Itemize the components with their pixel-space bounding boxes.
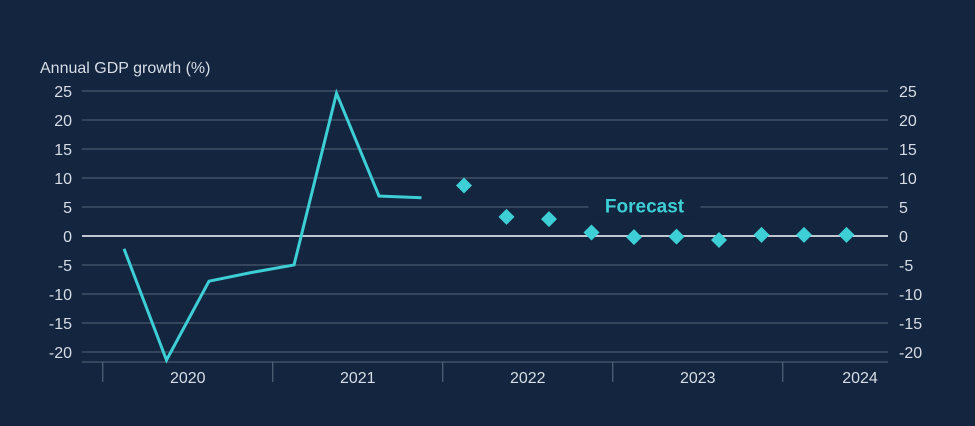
y-tick-label-left: -5 <box>58 258 72 275</box>
forecast-point <box>668 228 685 245</box>
y-tick-label-right: -10 <box>899 287 922 304</box>
y-tick-label-right: -5 <box>899 258 913 275</box>
y-tick-label-left: -10 <box>49 287 72 304</box>
y-tick-label-left: 15 <box>54 142 72 159</box>
x-tick-label: 2024 <box>842 370 878 387</box>
y-tick-label-left: 20 <box>54 113 72 130</box>
x-tick-label: 2020 <box>170 370 206 387</box>
forecast-point <box>796 226 812 243</box>
y-axis-right: 25 20 15 10 5 0 -5 -10 -15 -20 <box>899 84 922 362</box>
forecast-point <box>626 229 642 246</box>
x-tick-label: 2021 <box>340 370 376 387</box>
y-tick-label-right: 10 <box>899 171 917 188</box>
forecast-point <box>456 177 472 194</box>
forecast-point <box>498 208 515 225</box>
y-tick-label-right: 5 <box>899 200 908 217</box>
y-tick-label-left: 5 <box>63 200 72 217</box>
y-tick-label-right: 15 <box>899 142 917 159</box>
annotation-backdrop <box>588 190 701 219</box>
x-tick-label: 2023 <box>680 370 716 387</box>
y-tick-label-right: 20 <box>899 113 917 130</box>
forecast-point <box>711 232 727 249</box>
y-tick-label-left: 0 <box>63 229 72 246</box>
series-actual <box>122 88 422 364</box>
y-tick-label-left: 25 <box>54 84 72 101</box>
series-forecast <box>456 177 855 249</box>
x-axis: 2020 2021 2022 2023 2024 <box>82 361 888 387</box>
y-tick-label-left: -15 <box>49 316 72 333</box>
y-tick-label-right: -15 <box>899 316 922 333</box>
y-tick-label-left: 10 <box>54 171 72 188</box>
forecast-annotation: Forecast <box>605 196 685 217</box>
actual-growth-line <box>122 88 422 364</box>
forecast-point <box>838 226 855 243</box>
y-tick-label-left: -20 <box>49 345 72 362</box>
y-axis-title: Annual GDP growth (%) <box>40 60 210 77</box>
forecast-point <box>541 211 557 228</box>
y-tick-label-right: 0 <box>899 229 908 246</box>
annotations: Forecast <box>588 190 701 219</box>
y-tick-label-right: -20 <box>899 345 922 362</box>
forecast-point <box>583 224 600 241</box>
y-axis-left: 25 20 15 10 5 0 -5 -10 -15 -20 <box>49 84 72 362</box>
forecast-point <box>753 226 770 243</box>
y-tick-label-right: 25 <box>899 84 917 101</box>
x-tick-label: 2022 <box>510 370 546 387</box>
gridlines <box>82 90 888 353</box>
